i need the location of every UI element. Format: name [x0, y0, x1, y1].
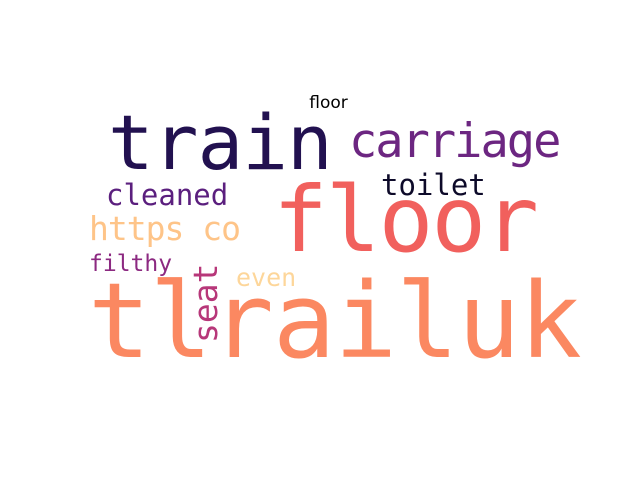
word-seat: seat [186, 263, 225, 343]
word-carriage: carriage [349, 114, 561, 169]
word-https-co: https co [89, 209, 241, 248]
word-floor: floor [273, 168, 539, 273]
word-tlrailuk: tlrailuk [88, 260, 582, 382]
word-toilet: toilet [381, 168, 486, 202]
word-filthy: filthy [89, 251, 173, 277]
word-even: even [236, 263, 297, 292]
word-train: train [108, 98, 333, 187]
word-cloud-title: floor [309, 93, 348, 113]
word-cleaned: cleaned [106, 178, 229, 212]
